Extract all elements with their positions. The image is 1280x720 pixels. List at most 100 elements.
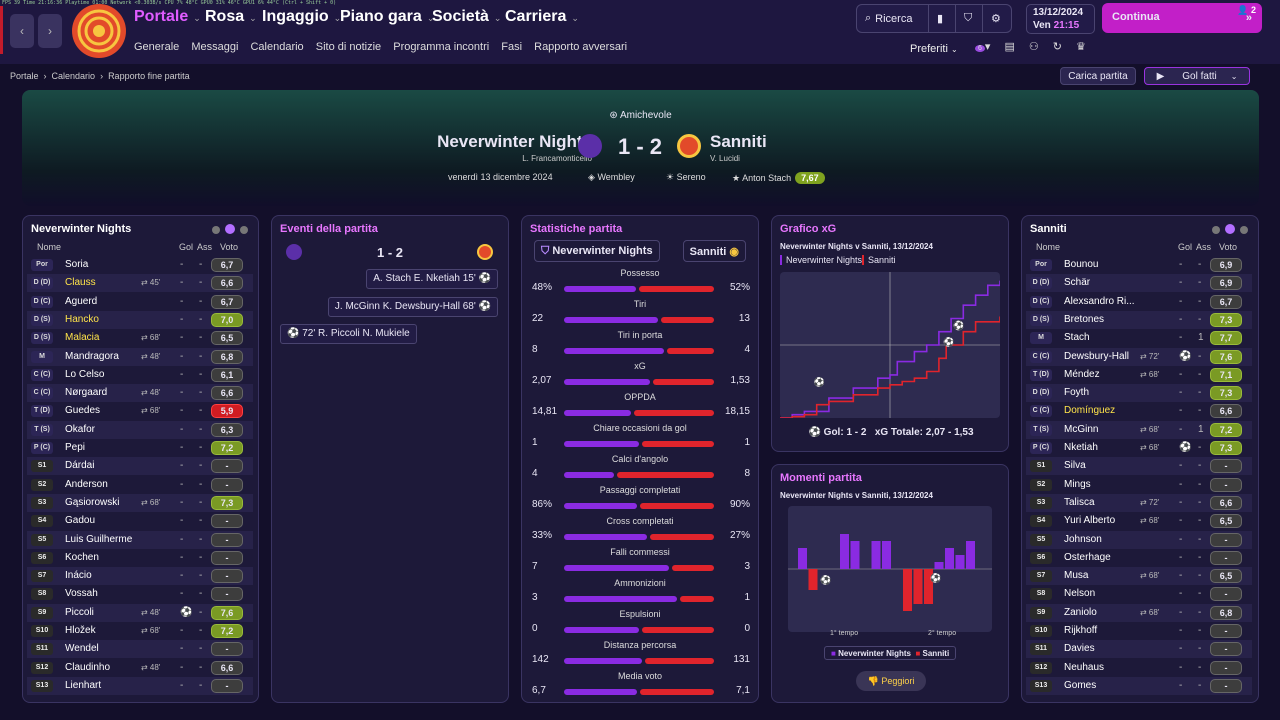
player-name[interactable]: Guedes <box>65 405 101 417</box>
submenu-programma[interactable]: Programma incontri <box>393 41 490 53</box>
crumb-calendario[interactable]: Calendario <box>51 71 96 81</box>
player-name[interactable]: Piccoli <box>65 606 94 618</box>
home-team[interactable]: Neverwinter Nights L. Francamonticello <box>437 132 592 163</box>
player-name[interactable]: Alexsandro Ri... <box>1064 295 1135 307</box>
people-icon[interactable]: ⚇ <box>1028 41 1053 53</box>
load-match-button[interactable]: Carica partita <box>1060 67 1136 85</box>
player-row[interactable]: S12 Neuhaus - - - <box>1026 659 1252 677</box>
player-row[interactable]: S13 Lienhart - - - <box>27 676 253 695</box>
player-row[interactable]: T (D) Guedes ⇄ 68' - -5,9 <box>27 402 253 420</box>
event-goal-1[interactable]: A. Stach E. Nketiah 15' ⚽ <box>366 269 498 289</box>
player-name[interactable]: Lienhart <box>65 679 102 691</box>
event-goal-2[interactable]: J. McGinn K. Dewsbury-Hall 68' ⚽ <box>327 297 498 317</box>
player-row[interactable]: S8 Vossah - - - <box>27 585 253 603</box>
player-name[interactable]: Luis Guilherme <box>65 533 133 545</box>
player-name[interactable]: Vossah <box>65 588 98 600</box>
player-row[interactable]: S4 Gadou - - - <box>27 512 253 530</box>
menu-ingaggio[interactable]: Ingaggio ⌄ <box>262 8 342 25</box>
bookmark-icon[interactable]: ▮ <box>929 5 956 32</box>
club-logo[interactable] <box>72 4 126 58</box>
submenu-generale[interactable]: Generale <box>134 41 180 53</box>
player-row[interactable]: S9 Piccoli ⇄ 48' ⚽ -7,6 <box>27 603 253 622</box>
player-row[interactable]: S10 Hložek ⇄ 68' - -7,2 <box>27 622 253 640</box>
player-name[interactable]: Soria <box>65 259 89 270</box>
player-row[interactable]: S6 Osterhage - - - <box>1026 549 1252 567</box>
player-name[interactable]: McGinn <box>1064 423 1099 435</box>
date-box[interactable]: 13/12/2024 Ven 21:15 <box>1026 4 1095 34</box>
player-name[interactable]: Mings <box>1064 478 1091 490</box>
player-row[interactable]: Por Bounou - -6,9 <box>1026 256 1252 274</box>
player-row[interactable]: T (D) Méndez ⇄ 68' - -7,1 <box>1026 366 1252 384</box>
search-button[interactable]: ⌕ Ricerca <box>857 5 929 32</box>
player-name[interactable]: Wendel <box>65 643 99 655</box>
worst-button[interactable]: 👎 Peggiori <box>856 671 926 691</box>
submenu-messaggi[interactable]: Messaggi <box>191 41 239 53</box>
pref-badge-icon[interactable]: 6 <box>975 45 985 52</box>
menu-carriera[interactable]: Carriera ⌄ <box>505 8 579 25</box>
player-row[interactable]: S3 Gąsiorowski ⇄ 68' - -7,3 <box>27 493 253 512</box>
player-name[interactable]: Mandragora <box>65 350 119 362</box>
player-name[interactable]: Rijkhoff <box>1064 625 1098 636</box>
player-name[interactable]: Domínguez <box>1064 405 1116 417</box>
player-row[interactable]: S11 Wendel - - - <box>27 640 253 659</box>
player-name[interactable]: Claudinho <box>65 661 111 673</box>
away-team[interactable]: Sanniti V. Lucidi <box>710 132 767 163</box>
player-name[interactable]: Lo Celso <box>65 368 105 380</box>
player-name[interactable]: Foyth <box>1064 387 1090 399</box>
player-name[interactable]: Inácio <box>65 570 92 582</box>
submenu-sito-notizie[interactable]: Sito di notizie <box>315 41 382 53</box>
player-name[interactable]: Johnson <box>1064 533 1102 545</box>
player-name[interactable]: Davies <box>1064 643 1095 655</box>
page-dots[interactable] <box>1207 224 1248 237</box>
submenu-rapporto[interactable]: Rapporto avversari <box>534 41 628 53</box>
player-name[interactable]: Méndez <box>1064 368 1100 380</box>
player-row[interactable]: S8 Nelson - - - <box>1026 585 1252 603</box>
card-icon[interactable]: ▤ <box>1004 41 1029 53</box>
player-row[interactable]: M Stach - 1 7,7 <box>1026 329 1252 347</box>
player-row[interactable]: S11 Davies - - - <box>1026 640 1252 659</box>
player-row[interactable]: S7 Musa ⇄ 68' - -6,5 <box>1026 567 1252 586</box>
player-name[interactable]: Osterhage <box>1064 551 1111 563</box>
player-name[interactable]: Silva <box>1064 460 1086 472</box>
player-name[interactable]: Bounou <box>1064 259 1099 270</box>
event-goal-3[interactable]: ⚽ 72' R. Piccoli N. Mukiele <box>280 324 417 344</box>
player-row[interactable]: C (C) Domínguez - -6,6 <box>1026 402 1252 420</box>
menu-portale[interactable]: Portale ⌄ <box>134 8 201 25</box>
player-row[interactable]: D (D) Foyth - -7,3 <box>1026 384 1252 403</box>
player-name[interactable]: Nelson <box>1064 588 1096 600</box>
player-row[interactable]: S9 Zaniolo ⇄ 68' - -6,8 <box>1026 603 1252 622</box>
player-name[interactable]: Kochen <box>65 551 99 563</box>
menu-piano-gara[interactable]: Piano gara ⌄ <box>340 8 435 25</box>
goals-scored-dropdown[interactable]: ▶ Gol fatti ⌄ <box>1144 67 1250 85</box>
player-row[interactable]: T (S) McGinn ⇄ 68' - 1 7,2 <box>1026 420 1252 439</box>
player-row[interactable]: S7 Inácio - - - <box>27 567 253 586</box>
menu-rosa[interactable]: Rosa ⌄ <box>205 8 257 25</box>
player-row[interactable]: Por Soria - -6,7 <box>27 256 253 274</box>
player-name[interactable]: Gąsiorowski <box>65 496 120 508</box>
page-dots[interactable] <box>207 224 248 237</box>
player-row[interactable]: S1 Dárdai - - - <box>27 457 253 476</box>
player-row[interactable]: D (D) Schär - -6,9 <box>1026 274 1252 293</box>
player-name[interactable]: Clauss <box>65 277 96 289</box>
favorites-dropdown[interactable]: Preferiti ⌄ <box>910 43 958 55</box>
back-button[interactable]: ‹ <box>10 14 34 48</box>
forward-button[interactable]: › <box>38 14 62 48</box>
player-name[interactable]: Dewsbury-Hall <box>1064 350 1130 362</box>
player-row[interactable]: S1 Silva - - - <box>1026 457 1252 476</box>
player-name[interactable]: Dárdai <box>65 460 95 472</box>
shirt-icon[interactable]: ▾ <box>984 41 1005 53</box>
player-row[interactable]: C (C) Lo Celso - -6,1 <box>27 366 253 384</box>
player-name[interactable]: Gadou <box>65 515 96 527</box>
player-row[interactable]: S10 Rijkhoff - - - <box>1026 622 1252 640</box>
player-name[interactable]: Stach <box>1064 332 1090 344</box>
player-row[interactable]: S5 Johnson - - - <box>1026 530 1252 549</box>
player-name[interactable]: Bretones <box>1064 313 1105 325</box>
submenu-calendario[interactable]: Calendario <box>250 41 304 53</box>
submenu-fasi[interactable]: Fasi <box>501 41 523 53</box>
player-name[interactable]: Talisca <box>1064 496 1095 508</box>
crumb-portale[interactable]: Portale <box>10 71 39 81</box>
player-row[interactable]: D (D) Clauss ⇄ 45' - -6,6 <box>27 274 253 293</box>
player-row[interactable]: S2 Mings - - - <box>1026 476 1252 494</box>
gear-icon[interactable]: ⚙ <box>991 13 1001 25</box>
player-row[interactable]: P (C) Nketiah ⇄ 68' ⚽ -7,3 <box>1026 439 1252 457</box>
